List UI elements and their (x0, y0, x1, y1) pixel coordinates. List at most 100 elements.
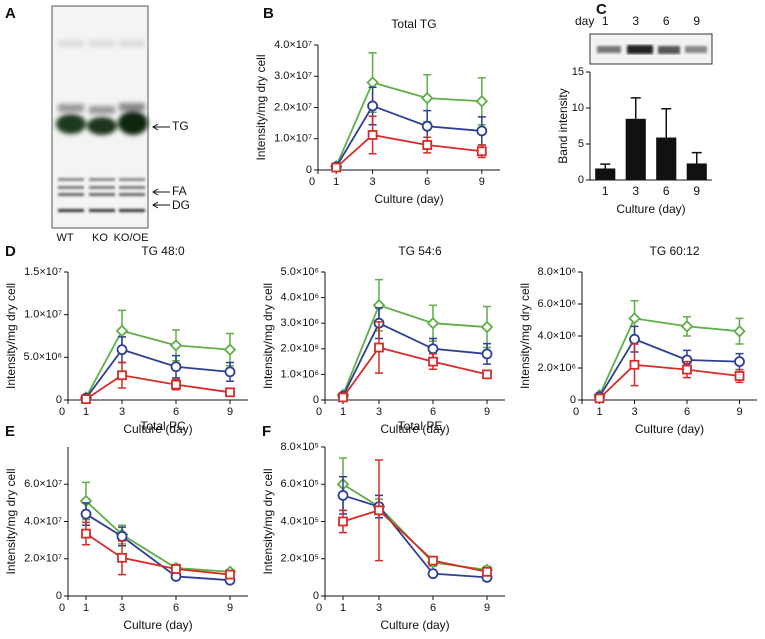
marker (482, 369, 492, 380)
marker (628, 312, 641, 325)
marker (426, 316, 440, 330)
marker (367, 100, 379, 112)
y-axis-label: Intensity/mg dry cell (261, 283, 275, 389)
marker (733, 324, 746, 338)
x-tick-label: 6 (430, 406, 436, 418)
y-tick-label: 2.0×10⁵ (280, 553, 319, 565)
bar (595, 168, 616, 180)
x-tick-label: 6 (173, 406, 179, 418)
blot-label: day (575, 14, 594, 28)
gel-bands (56, 40, 148, 135)
arrow (152, 188, 170, 196)
y-tick-label: 3.0×10⁷ (274, 70, 312, 82)
marker (169, 339, 183, 352)
marker (81, 394, 91, 405)
panel-label: A (5, 5, 16, 22)
error-bar (630, 97, 641, 119)
marker (680, 320, 694, 333)
error-bar (600, 163, 611, 169)
band-label: DG (172, 198, 190, 212)
marker (629, 333, 640, 345)
marker (223, 343, 237, 356)
chart: E Total PC Intensity/mg dry cell Culture (d… (4, 419, 248, 632)
marker (81, 528, 91, 539)
y-tick-label: 2.0×10⁶ (281, 343, 319, 355)
chart-title: TG 54:6 (398, 244, 442, 258)
blot (589, 33, 713, 65)
marker (338, 516, 348, 527)
x-tick-label: 6 (430, 602, 436, 614)
y-tick-label: 6.0×10⁷ (24, 478, 62, 490)
marker (367, 130, 378, 140)
series-line (335, 134, 482, 169)
marker (331, 162, 342, 173)
x-axis-label: Culture (day) (616, 202, 685, 216)
y-tick-label: 4.0×10⁷ (274, 39, 312, 51)
y-tick-label: 1.0×10⁷ (24, 309, 62, 321)
marker (427, 568, 439, 580)
lane-label: KO/OE (114, 232, 149, 244)
y-tick-label: 4.0×10⁶ (538, 330, 576, 342)
x-tick-label: 3 (376, 602, 382, 614)
series-line (598, 317, 740, 396)
y-tick-label: 6.0×10⁶ (538, 298, 576, 310)
y-tick-label: 4.0×10⁶ (281, 292, 319, 304)
panel-label: B (263, 5, 274, 22)
x-tick-label: 0 (59, 406, 65, 418)
panel-label: E (5, 423, 15, 440)
y-tick-label: 15 (572, 66, 584, 78)
series-line (598, 338, 740, 398)
band-label: FA (172, 184, 187, 198)
y-tick-label: 0 (578, 174, 584, 186)
marker (476, 125, 488, 137)
x-tick-label: 9 (479, 176, 485, 188)
lane-label: 6 (663, 14, 670, 28)
y-axis-label: Intensity/mg dry cell (4, 468, 18, 574)
marker (374, 342, 384, 353)
x-tick-label: 9 (227, 602, 233, 614)
lane-label: WT (56, 232, 73, 244)
y-axis-label: Intensity/mg dry cell (261, 468, 275, 574)
y-tick-label: 5.0×10⁶ (281, 266, 319, 278)
chart: C Band intensity Culture (day) 0 5 10 15 day 1 1 3… (556, 1, 712, 216)
arrow (152, 123, 170, 131)
gel-panel: A WT KO KO/OE TG FA DG (5, 5, 190, 244)
series-line (85, 500, 231, 573)
x-tick-label: 1 (333, 176, 339, 188)
y-axis-label: Intensity/mg dry cell (4, 283, 18, 389)
arrow (152, 201, 170, 209)
marker (629, 359, 640, 370)
chart-title: Total PC (140, 419, 186, 433)
x-tick-label: 6 (173, 602, 179, 614)
y-tick-label: 2.0×10⁷ (24, 553, 62, 565)
y-tick-label: 0 (56, 590, 62, 602)
marker (734, 356, 745, 368)
chart: TG 54:6 Intensity/mg dry cell Culture (day… (261, 244, 505, 436)
x-tick-label: 9 (736, 406, 742, 418)
marker (225, 387, 235, 398)
x-axis-label: Culture (day) (380, 422, 449, 436)
chart: TG 60:12 Intensity/mg dry cell Culture (da… (518, 244, 757, 436)
series-line (342, 483, 488, 571)
bar (656, 137, 677, 180)
marker (171, 379, 181, 390)
error-bar (661, 107, 672, 138)
x-tick-label: 1 (596, 406, 602, 418)
series-line (342, 494, 488, 579)
y-axis-label: Band intensity (556, 88, 570, 163)
series-line (85, 513, 231, 582)
x-axis-label: Culture (day) (380, 618, 449, 632)
y-tick-label: 8.0×10⁶ (538, 266, 576, 278)
x-axis-label: Culture (day) (123, 422, 192, 436)
series-line (85, 329, 231, 398)
marker (224, 366, 236, 378)
x-tick-label: 3 (370, 176, 376, 188)
panel-label: D (5, 243, 16, 260)
marker (116, 531, 128, 542)
x-tick-label: 1 (83, 602, 89, 614)
band-label: TG (172, 119, 189, 133)
marker (734, 371, 745, 381)
series-line (85, 348, 231, 399)
x-tick-label: 3 (376, 406, 382, 418)
marker (422, 140, 433, 150)
